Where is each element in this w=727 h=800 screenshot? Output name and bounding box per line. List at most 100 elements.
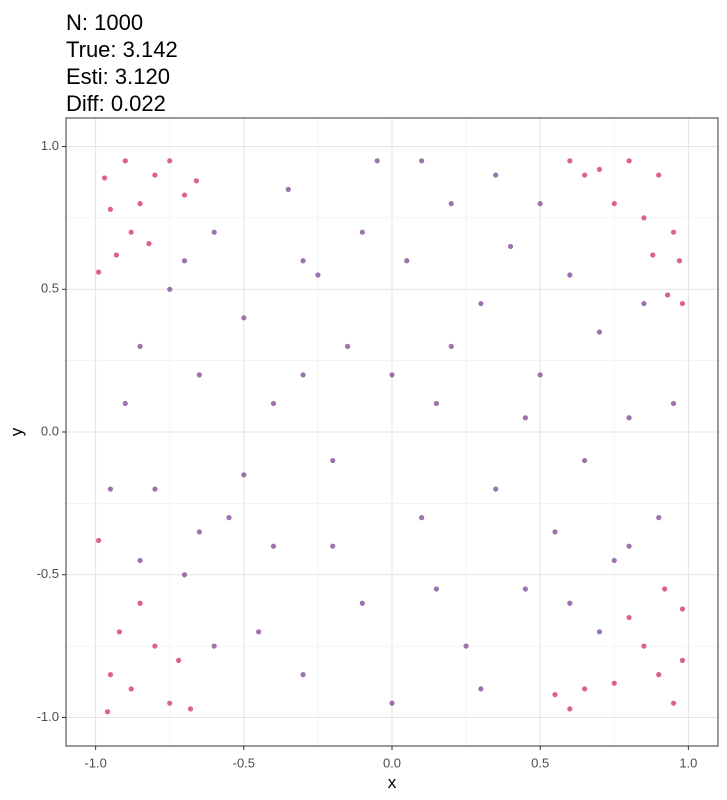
- point: [270, 400, 277, 407]
- point: [670, 400, 677, 407]
- point: [241, 315, 247, 321]
- point: [567, 272, 573, 278]
- point: [359, 229, 365, 235]
- point: [137, 557, 143, 564]
- point: [665, 292, 671, 298]
- point: [167, 158, 173, 164]
- point: [478, 300, 484, 307]
- point: [167, 286, 173, 292]
- point: [537, 372, 543, 378]
- point: [181, 258, 188, 264]
- y-tick-label: 0.5: [41, 281, 59, 296]
- x-tick-label: -1.0: [84, 755, 106, 770]
- x-tick-label: 1.0: [679, 755, 697, 770]
- point: [641, 643, 647, 649]
- point: [626, 614, 632, 621]
- point: [611, 557, 617, 564]
- point: [101, 175, 108, 181]
- point: [656, 672, 662, 678]
- y-axis-label: y: [7, 427, 26, 436]
- point: [176, 657, 182, 663]
- point: [611, 201, 617, 207]
- point: [596, 166, 603, 172]
- point: [650, 252, 656, 258]
- point: [193, 178, 199, 184]
- point: [448, 343, 454, 349]
- point: [656, 172, 662, 178]
- point: [419, 158, 425, 164]
- point: [116, 629, 122, 635]
- point: [211, 229, 217, 235]
- point: [478, 686, 484, 692]
- y-tick-label: 1.0: [41, 138, 59, 153]
- point: [256, 629, 262, 635]
- point: [226, 515, 232, 521]
- point: [507, 243, 514, 250]
- point: [662, 586, 668, 592]
- point: [96, 269, 102, 275]
- point: [187, 706, 194, 712]
- point: [96, 537, 102, 544]
- x-tick-label: 0.0: [383, 755, 401, 770]
- point: [433, 586, 440, 592]
- point: [107, 672, 114, 678]
- point: [300, 258, 306, 264]
- point: [128, 686, 134, 692]
- point: [537, 201, 543, 207]
- point: [522, 586, 528, 592]
- point: [596, 329, 603, 335]
- point: [137, 343, 143, 349]
- point: [626, 415, 632, 421]
- point: [128, 229, 134, 235]
- panel: [65, 117, 719, 747]
- point: [552, 529, 558, 535]
- point: [493, 486, 499, 492]
- point: [389, 372, 395, 378]
- point: [122, 400, 128, 407]
- point: [241, 472, 247, 478]
- point: [567, 706, 573, 712]
- point: [419, 515, 425, 521]
- point: [196, 372, 202, 378]
- point: [676, 258, 683, 264]
- point: [582, 686, 588, 692]
- point: [152, 486, 158, 492]
- point: [626, 543, 632, 549]
- point: [107, 486, 114, 492]
- point: [641, 215, 647, 221]
- point: [104, 709, 111, 715]
- point: [344, 343, 351, 349]
- point: [582, 457, 588, 464]
- point: [552, 692, 558, 698]
- title-line: N: 1000: [66, 10, 143, 35]
- point: [181, 192, 188, 198]
- point: [596, 629, 603, 635]
- point: [448, 201, 454, 207]
- point: [433, 400, 440, 407]
- point: [300, 672, 306, 678]
- title-line: True: 3.142: [66, 37, 178, 62]
- point: [582, 172, 588, 178]
- point: [656, 515, 662, 521]
- title-line: Esti: 3.120: [66, 64, 170, 89]
- point: [196, 529, 202, 535]
- title-line: Diff: 0.022: [66, 91, 166, 116]
- point: [670, 700, 677, 706]
- y-tick-label: 0.0: [41, 423, 59, 438]
- point: [493, 172, 499, 178]
- point: [107, 206, 114, 212]
- point: [122, 158, 128, 164]
- point: [522, 415, 528, 421]
- point: [359, 600, 365, 606]
- point: [330, 543, 336, 549]
- point: [670, 229, 677, 235]
- point: [152, 172, 158, 178]
- point: [567, 158, 573, 164]
- point: [679, 300, 686, 307]
- point: [181, 572, 188, 578]
- point: [611, 680, 617, 686]
- point: [626, 158, 632, 164]
- x-tick-label: 0.5: [531, 755, 549, 770]
- point: [137, 600, 143, 606]
- y-tick-label: -0.5: [37, 566, 59, 581]
